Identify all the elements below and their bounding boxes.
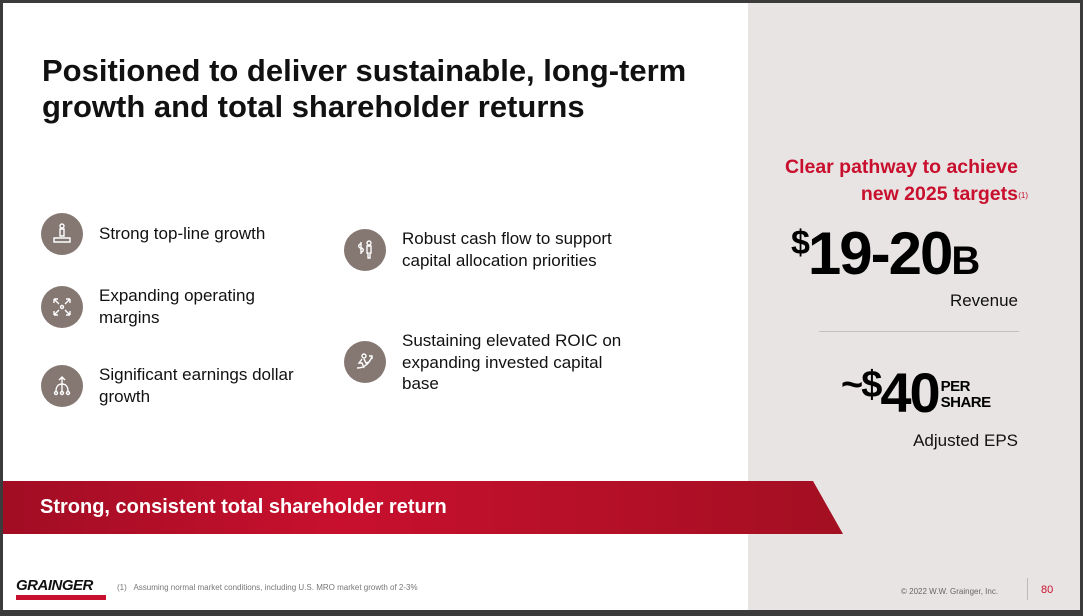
list-item: Strong top-line growth — [41, 213, 299, 255]
copyright: © 2022 W.W. Grainger, Inc. — [901, 587, 999, 596]
eps-unit: PER — [940, 378, 971, 395]
list-item: Expanding operating margins — [41, 285, 299, 328]
runner-arrow-icon — [344, 341, 386, 384]
heading-line: new 2025 targets — [860, 183, 1018, 205]
heading-line: Clear pathway to achieve — [784, 156, 1018, 178]
grainger-logo: GRAINGER — [16, 577, 106, 600]
page-number: 80 — [1041, 584, 1054, 596]
list-item: Robust cash flow to support capital allo… — [344, 228, 642, 271]
eps-unit: SHARE — [940, 394, 992, 411]
revenue-value: 19-20 — [807, 220, 953, 287]
divider — [819, 331, 1019, 332]
eps-prefix: ~$ — [841, 364, 882, 406]
divider — [1027, 578, 1028, 600]
revenue-target: $19-20B — [791, 220, 980, 288]
revenue-prefix: $ — [791, 224, 810, 262]
hierarchy-growth-icon — [41, 364, 83, 407]
banner-text: Strong, consistent total shareholder ret… — [40, 496, 447, 518]
revenue-suffix: B — [951, 239, 980, 283]
targets-heading: Clear pathway to achieve new 2025 target… — [784, 154, 1028, 208]
footnote-ref: (1) — [1018, 191, 1028, 200]
dollar-person-icon — [344, 228, 386, 271]
list-item: Sustaining elevated ROIC on expanding in… — [344, 330, 642, 395]
eps-value: 40 — [880, 361, 940, 424]
footnote-ref: (1) — [117, 583, 127, 592]
tsr-banner: Strong, consistent total shareholder ret… — [3, 481, 843, 534]
expand-arrows-icon — [41, 285, 83, 328]
page-title: Positioned to deliver sustainable, long-… — [42, 53, 687, 124]
logo-text: GRAINGER — [16, 577, 93, 594]
podium-person-icon — [41, 213, 83, 255]
eps-target: ~$ 40 PER SHARE — [841, 363, 991, 423]
list-item: Significant earnings dollar growth — [41, 364, 319, 407]
footnote: (1) Assuming normal market conditions, i… — [117, 583, 418, 592]
footnote-text: Assuming normal market conditions, inclu… — [133, 583, 418, 592]
slide: Positioned to deliver sustainable, long-… — [3, 3, 1080, 610]
revenue-label: Revenue — [949, 291, 1018, 310]
eps-label: Adjusted EPS — [913, 431, 1018, 450]
